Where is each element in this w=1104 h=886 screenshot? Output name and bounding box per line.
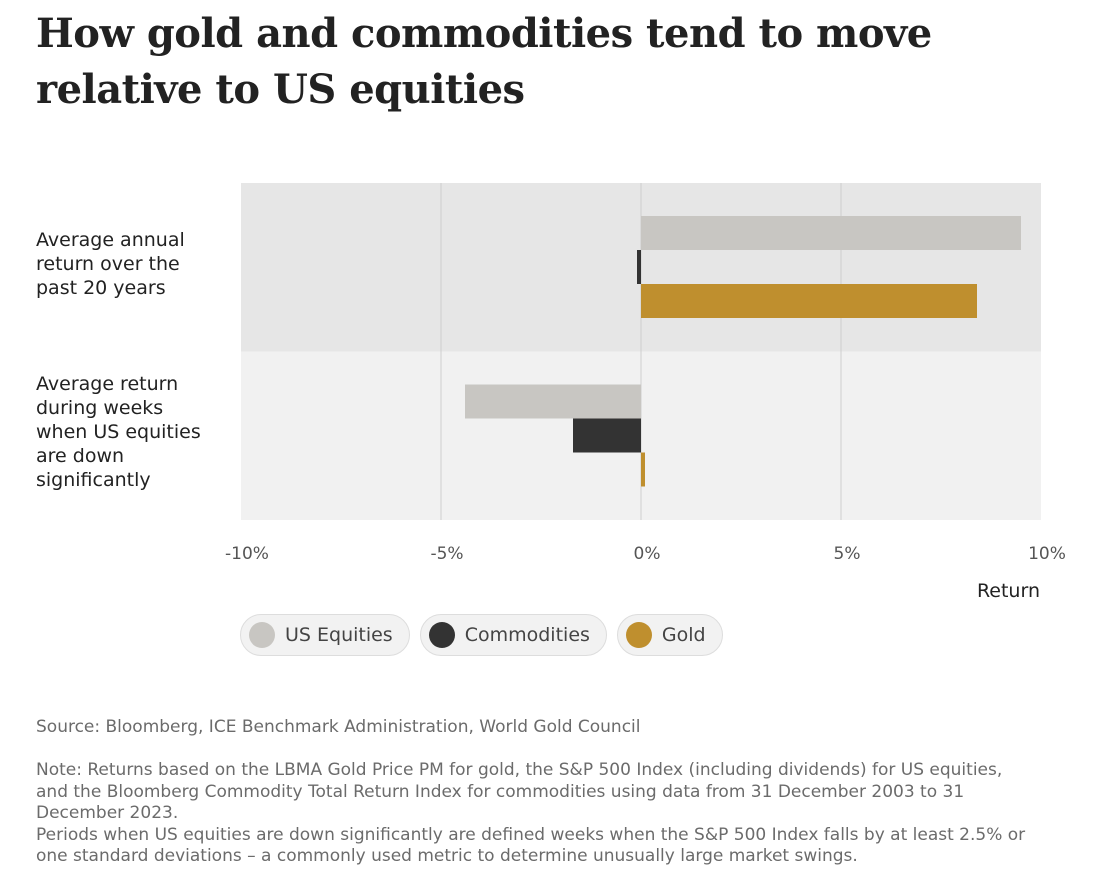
bar-us-equities (465, 384, 641, 419)
legend-label: Commodities (464, 624, 590, 646)
note-text: Note: Returns based on the LBMA Gold Pri… (36, 760, 1026, 866)
x-tick-label: 5% (834, 544, 861, 564)
legend-label: US Equities (285, 624, 393, 646)
x-tick-label: -10% (225, 544, 269, 564)
bar-commodities (637, 250, 641, 284)
legend-swatch-us-equities (249, 622, 275, 648)
x-axis-title: Return (976, 580, 1040, 602)
row-label-annual: Average annual return over the past 20 y… (36, 229, 185, 299)
bar-commodities (573, 418, 641, 453)
bar-chart: -10% -5% 0% 5% 10% (225, 183, 1066, 564)
source-text: Source: Bloomberg, ICE Benchmark Adminis… (36, 717, 641, 737)
legend-label: Gold (661, 624, 706, 646)
x-tick-label: -5% (430, 544, 463, 564)
legend-swatch-gold (625, 622, 652, 648)
chart-title: How gold and commodities tend to move re… (36, 10, 932, 113)
bar-us-equities (641, 216, 1021, 250)
bar-gold (641, 452, 645, 487)
x-tick-label: 0% (634, 544, 661, 564)
legend-swatch-commodities (428, 622, 455, 648)
legend-item-commodities[interactable]: Commodities (419, 614, 607, 656)
x-tick-label: 10% (1028, 544, 1066, 564)
legend-item-gold[interactable]: Gold (616, 614, 723, 656)
legend-item-us-equities[interactable]: US Equities (240, 614, 410, 656)
row-label-down-weeks: Average return during weeks when US equi… (36, 373, 201, 491)
legend: US Equities Commodities Gold (240, 614, 723, 656)
bar-gold (641, 284, 977, 318)
